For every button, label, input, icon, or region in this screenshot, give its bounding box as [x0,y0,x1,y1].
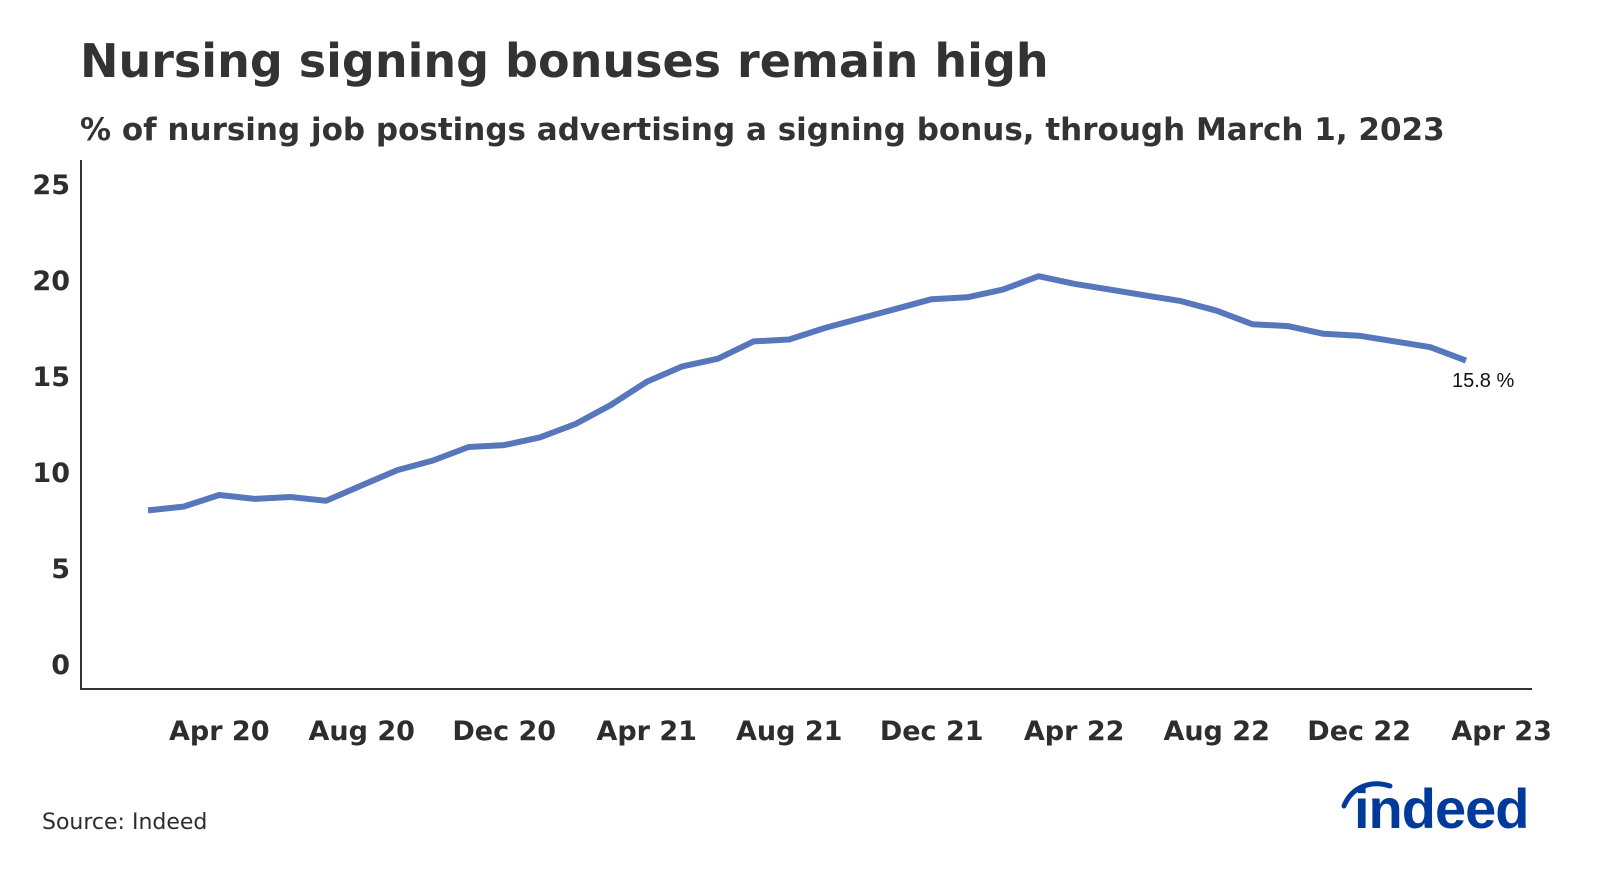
y-axis-ticks: 0 5 10 15 20 25 [32,170,70,681]
y-tick-label: 15 [32,362,70,393]
chart-subtitle: % of nursing job postings advertising a … [80,112,1445,148]
x-tick-label: Aug 21 [736,716,842,747]
x-tick-label: Dec 21 [880,716,984,747]
y-tick-label: 10 [32,458,70,489]
x-tick-label: Dec 20 [452,716,556,747]
x-tick-label: Dec 22 [1307,716,1411,747]
chart-title: Nursing signing bonuses remain high [80,34,1049,88]
end-value-label: 15.8 % [1452,370,1514,392]
y-tick-label: 0 [51,650,70,681]
x-tick-label: Aug 20 [309,716,415,747]
logo-wordmark: indeed [1354,777,1529,840]
y-tick-label: 20 [32,266,70,297]
indeed-logo: indeed [1338,776,1548,846]
source-note: Source: Indeed [42,810,208,835]
y-tick-label: 25 [32,170,70,201]
x-tick-label: Apr 21 [596,716,697,747]
y-tick-label: 5 [51,554,70,585]
series-line [147,273,1468,514]
x-tick-label: Apr 22 [1024,716,1125,747]
x-tick-label: Apr 23 [1451,716,1552,747]
x-axis-ticks: Apr 20 Aug 20 Dec 20 Apr 21 Aug 21 Dec 21 Apr … [169,716,1552,747]
logo-arc-icon [1341,781,1393,809]
x-tick-label: Aug 22 [1163,716,1269,747]
x-tick-label: Apr 20 [169,716,270,747]
